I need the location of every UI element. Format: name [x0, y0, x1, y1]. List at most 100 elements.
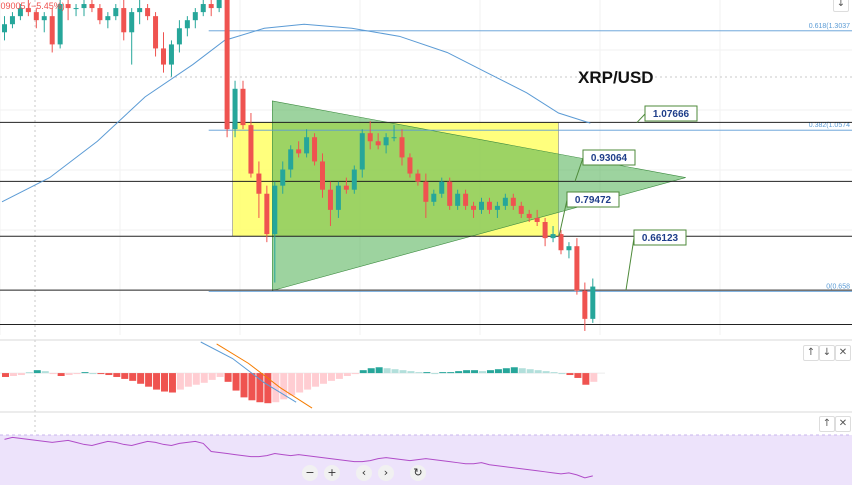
macd-histogram-bar [33, 370, 41, 374]
macd-histogram-bar [272, 373, 280, 403]
candle-up [272, 185, 278, 235]
candle-up [288, 149, 294, 170]
macd-histogram-bar [145, 373, 153, 387]
candle-down [367, 133, 373, 142]
candle-down [65, 4, 71, 9]
macd-histogram-bar [335, 373, 343, 379]
rsi-line [4, 436, 593, 479]
level-callout-pointer [558, 199, 568, 237]
candle-up [566, 246, 572, 251]
macd-histogram-bar [494, 369, 502, 374]
macd-pane [0, 341, 605, 409]
candle-down [320, 161, 325, 190]
candle-down [121, 8, 127, 33]
level-callout-box [566, 191, 620, 208]
macd-histogram-bar [153, 373, 161, 390]
candle-up [280, 169, 286, 186]
candle-up [479, 201, 484, 210]
macd-histogram-bar [25, 372, 33, 374]
macd-histogram-bar [447, 372, 455, 374]
macd-histogram-bar [312, 373, 320, 387]
macd-histogram-bar [399, 370, 407, 374]
main-scroll-down-button[interactable]: ↓ [833, 0, 849, 12]
macd-histogram-bar [2, 373, 9, 377]
fib-level-label: 0(0.658 [826, 283, 850, 290]
candle-down [518, 205, 524, 214]
level-callout-pointer [574, 157, 584, 182]
candle-up [232, 88, 238, 130]
macd-histogram-bar [383, 368, 391, 374]
level-callout-pointer [625, 237, 635, 291]
candle-down [558, 234, 564, 251]
candle-down [33, 12, 39, 21]
candle-up [81, 4, 87, 9]
macd-histogram-bar [137, 373, 145, 384]
macd-histogram-bar [208, 373, 216, 380]
candle-up [304, 137, 310, 154]
candle-down [208, 4, 214, 9]
candle-down [463, 193, 469, 206]
macd-histogram-bar [81, 372, 89, 374]
macd-line [200, 341, 297, 403]
candle-up [129, 12, 135, 33]
candle-up [9, 16, 15, 25]
macd-histogram-bar [463, 370, 471, 374]
macd-close-button[interactable]: ✕ [835, 345, 851, 361]
zoom-out-button[interactable]: − [302, 465, 318, 481]
macd-histogram-bar [590, 373, 598, 382]
candle-up [502, 197, 508, 206]
nav-spacer [346, 465, 350, 481]
macd-histogram-bar [224, 373, 232, 382]
candle-down [407, 157, 413, 174]
reset-chart-button[interactable]: ↻ [410, 465, 426, 481]
scroll-left-button[interactable]: ‹ [356, 465, 372, 481]
level-callout-box [644, 105, 698, 122]
macd-move-down-button[interactable]: ↓ [819, 345, 835, 361]
macd-histogram-bar [65, 373, 73, 376]
candle-down [399, 137, 405, 158]
macd-move-up-button[interactable]: ↑ [803, 345, 819, 361]
candle-up [455, 193, 461, 206]
macd-histogram-bar [375, 367, 383, 374]
rsi-close-button[interactable]: ✕ [835, 416, 851, 432]
candle-up [391, 137, 397, 139]
candle-down [49, 16, 55, 45]
macd-histogram-bar [367, 368, 375, 374]
candle-down [153, 16, 159, 49]
candle-up [335, 185, 341, 210]
fib-level-label: 0.618(1.3037 [809, 23, 850, 30]
zoom-in-button[interactable]: + [324, 465, 340, 481]
price-change-text: .09005 (−5.45%) [0, 1, 65, 11]
macd-histogram-bar [296, 373, 304, 393]
macd-histogram-bar [304, 373, 312, 390]
candle-up [105, 16, 111, 21]
macd-histogram-bar [542, 371, 550, 374]
macd-histogram-bar [17, 373, 25, 376]
macd-histogram-bar [566, 373, 574, 376]
candle-down [510, 197, 516, 206]
macd-histogram-bar [391, 369, 399, 374]
candle-up [176, 28, 182, 45]
nav-spacer [400, 465, 404, 481]
candle-down [89, 4, 95, 9]
candle-up [351, 169, 357, 190]
candle-down [97, 8, 103, 21]
level-callout-box [633, 229, 687, 246]
macd-histogram-bar [471, 370, 479, 374]
candle-down [574, 246, 580, 291]
macd-histogram-bar [121, 373, 129, 379]
chart-navigation: − + ‹ › ↻ [302, 465, 426, 481]
macd-histogram-bar [327, 373, 335, 381]
candle-down [582, 290, 588, 319]
level-callout-box [582, 149, 636, 166]
scroll-right-button[interactable]: › [378, 465, 394, 481]
rsi-move-up-button[interactable]: ↑ [819, 416, 835, 432]
macd-histogram-bar [479, 371, 486, 374]
candle-up [2, 24, 7, 33]
candle-up [550, 234, 556, 239]
macd-histogram-bar [256, 373, 264, 403]
macd-histogram-bar [439, 372, 447, 374]
macd-histogram-bar [184, 373, 192, 387]
macd-histogram-bar [216, 373, 224, 377]
